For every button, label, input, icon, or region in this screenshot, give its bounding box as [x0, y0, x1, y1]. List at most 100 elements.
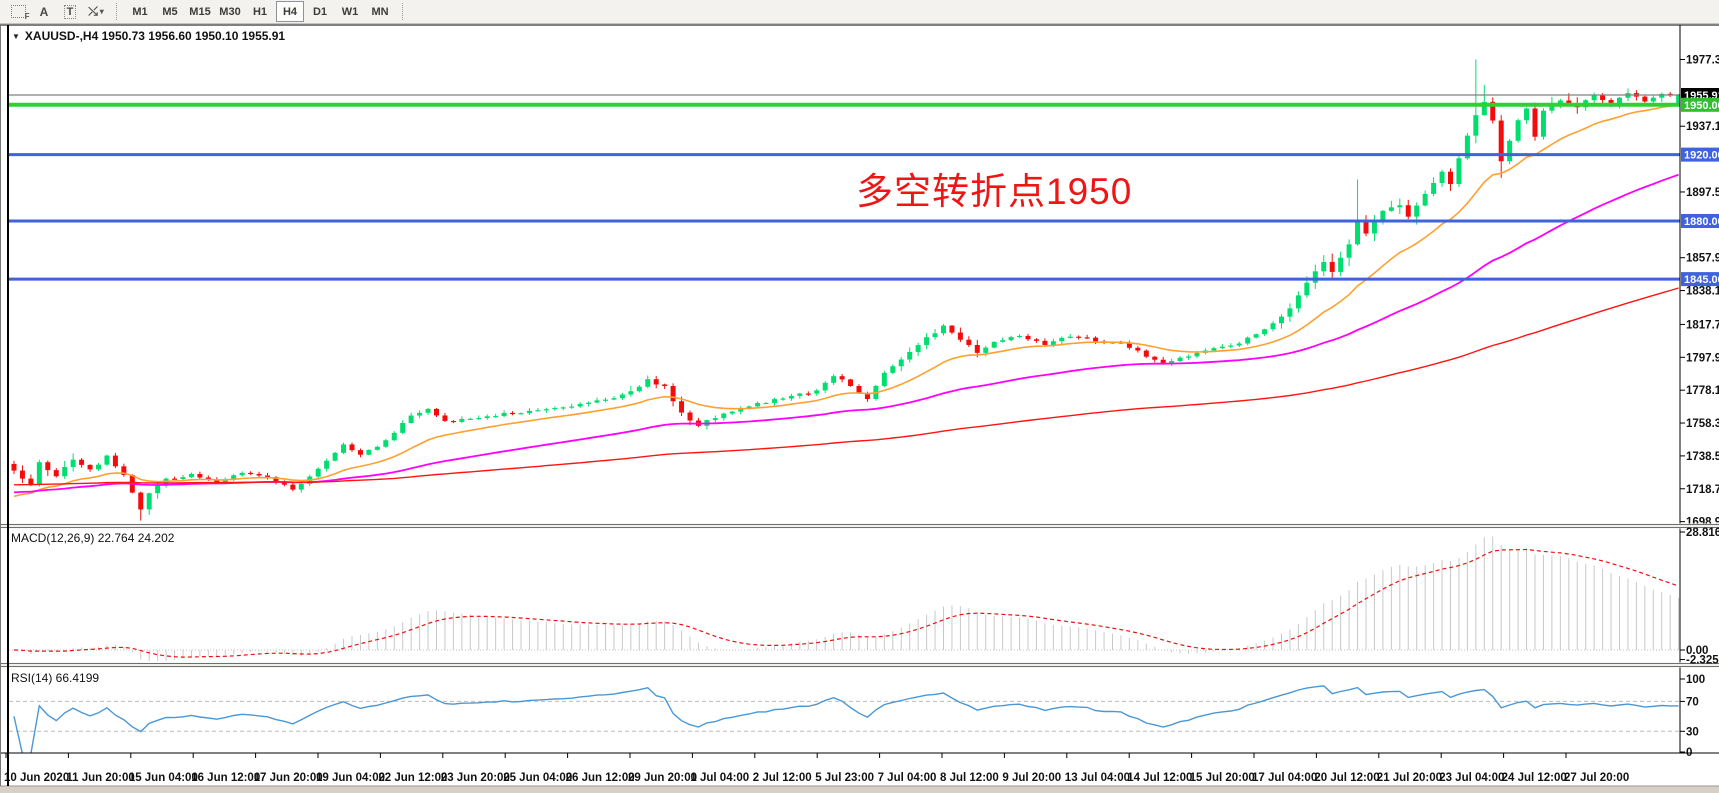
- candle: [1169, 361, 1175, 364]
- candle: [797, 393, 803, 396]
- arrows-tool-button[interactable]: ⤯ ▾: [85, 2, 107, 21]
- candle: [864, 393, 870, 399]
- candle: [839, 376, 845, 380]
- time-label: 15 Jul 20:00: [1190, 772, 1255, 784]
- candle: [1540, 110, 1546, 137]
- candle: [45, 462, 51, 471]
- candle: [941, 325, 946, 334]
- candle: [552, 407, 558, 410]
- candle: [848, 379, 854, 386]
- time-label: 8 Jul 12:00: [940, 772, 999, 784]
- timeframe-button-m5[interactable]: M5: [162, 5, 178, 18]
- candle: [535, 410, 541, 412]
- candle: [239, 472, 245, 476]
- time-label: 23 Jul 04:00: [1439, 772, 1504, 784]
- candle: [450, 420, 456, 423]
- candle: [974, 344, 980, 353]
- timeframe-button-m1[interactable]: M1: [132, 5, 148, 18]
- candle: [881, 372, 887, 386]
- candle: [1507, 140, 1513, 162]
- price-label-text: 1845.00: [1684, 274, 1719, 286]
- rsi-axis-label: 30: [1686, 726, 1699, 738]
- candle: [586, 402, 592, 404]
- candle: [298, 483, 304, 490]
- time-label: 19 Jun 04:00: [316, 772, 385, 784]
- pattern-tool-button[interactable]: F: [7, 2, 30, 21]
- bottom-scroll-strip[interactable]: [0, 786, 1719, 793]
- candle: [721, 413, 727, 419]
- candle: [205, 477, 211, 480]
- candle: [467, 418, 473, 421]
- candle: [172, 478, 178, 480]
- arrow-label-tool-button[interactable]: A: [39, 4, 49, 19]
- candle: [1464, 135, 1470, 159]
- ma-line-160: [13, 287, 1679, 486]
- time-label: 22 Jun 12:00: [378, 772, 447, 784]
- candle: [248, 472, 254, 475]
- candle: [898, 359, 904, 367]
- candle: [1033, 339, 1039, 341]
- timeframe-button-w1[interactable]: W1: [341, 5, 359, 18]
- price-tick-label: 1738.50: [1686, 451, 1719, 463]
- candle: [493, 415, 499, 418]
- candle: [214, 479, 220, 483]
- candle: [62, 467, 68, 477]
- candle: [391, 432, 397, 441]
- candle: [957, 332, 963, 340]
- candle: [1549, 104, 1555, 111]
- candle: [746, 406, 752, 409]
- time-label: 17 Jul 04:00: [1252, 772, 1317, 784]
- rsi-line: [13, 685, 1679, 753]
- price-tick-label: 1797.90: [1686, 352, 1719, 364]
- candle: [290, 484, 296, 490]
- ohlc-title-text: XAUUSD-,H4 1950.73 1956.60 1950.10 1955.…: [24, 29, 286, 43]
- candle: [70, 459, 76, 467]
- timeframe-button-h1[interactable]: H1: [252, 5, 268, 18]
- price-label-text: 1920.00: [1684, 150, 1719, 162]
- candle: [1388, 207, 1394, 211]
- time-label: 24 Jul 12:00: [1502, 772, 1567, 784]
- candle: [636, 386, 642, 392]
- candle: [434, 408, 439, 416]
- time-label: 9 Jul 20:00: [1002, 772, 1061, 784]
- candle: [121, 466, 127, 475]
- candle: [408, 415, 414, 423]
- text-tool-button[interactable]: T: [59, 2, 81, 21]
- price-tick-label: 1897.50: [1686, 187, 1719, 199]
- symbol-dropdown-icon[interactable]: ▼: [12, 31, 20, 41]
- candle: [780, 398, 786, 400]
- candle: [1498, 120, 1504, 162]
- time-label: 7 Jul 04:00: [878, 772, 937, 784]
- timeframe-button-m30[interactable]: M30: [219, 5, 241, 18]
- chart-text-annotation[interactable]: 多空转折点1950: [856, 171, 1133, 212]
- candle: [1279, 316, 1284, 324]
- candle: [1650, 97, 1656, 102]
- candle: [915, 345, 921, 352]
- pattern-grid-icon: F: [10, 5, 30, 21]
- timeframe-button-m15[interactable]: M15: [189, 5, 211, 18]
- timeframe-button-h4[interactable]: H4: [276, 1, 304, 22]
- candle: [315, 468, 321, 477]
- toolbar-separator: [402, 3, 404, 20]
- price-label-box: [1681, 97, 1719, 112]
- candle: [1557, 100, 1563, 105]
- time-label: 15 Jun 04:00: [129, 772, 198, 784]
- candle: [1287, 308, 1293, 317]
- candle: [1363, 220, 1369, 234]
- candle: [1126, 342, 1132, 348]
- timeframe-button-mn[interactable]: MN: [371, 5, 389, 18]
- candle: [1295, 295, 1301, 309]
- candle: [349, 444, 355, 451]
- candle: [1304, 282, 1310, 296]
- candle: [1093, 337, 1099, 342]
- candle: [1422, 193, 1428, 206]
- candle: [755, 402, 761, 407]
- candle: [619, 394, 625, 399]
- time-label: 20 Jul 12:00: [1314, 772, 1379, 784]
- candle: [645, 379, 651, 387]
- candle: [425, 408, 431, 413]
- timeframe-button-d1[interactable]: D1: [312, 5, 328, 18]
- candle: [484, 416, 490, 419]
- rsi-axis-label: 70: [1686, 696, 1699, 708]
